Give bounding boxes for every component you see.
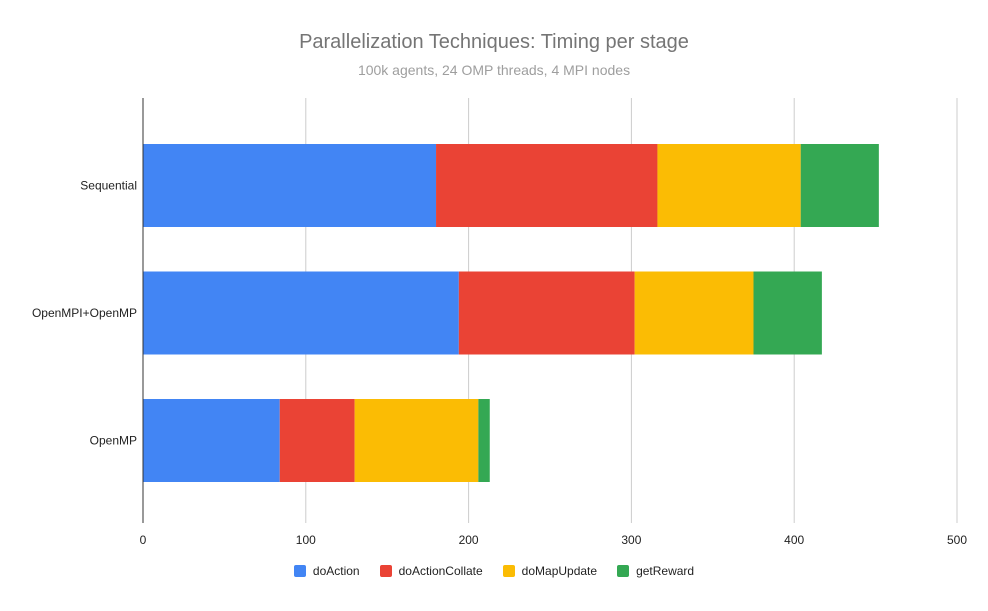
legend-item-doAction: doAction	[293, 564, 360, 578]
bar-segment-doAction	[143, 144, 437, 227]
legend-label: doMapUpdate	[521, 564, 598, 578]
bar-segment-doMapUpdate	[354, 399, 479, 482]
legend-item-doActionCollate: doActionCollate	[379, 564, 483, 578]
bars	[143, 144, 879, 482]
legend-item-getReward: getReward	[617, 564, 694, 578]
bar-segment-doAction	[143, 399, 280, 482]
bar-segment-doActionCollate	[436, 144, 658, 227]
category-label: Sequential	[80, 179, 137, 193]
chart-title: Parallelization Techniques: Timing per s…	[299, 31, 689, 53]
x-tick-label: 500	[947, 533, 967, 547]
legend-label: doAction	[312, 564, 360, 578]
x-tick-label: 300	[621, 533, 641, 547]
legend-item-doMapUpdate: doMapUpdate	[502, 564, 598, 578]
bar-segment-getReward	[478, 399, 490, 482]
legend-label: doActionCollate	[398, 564, 483, 578]
x-tick-label: 400	[784, 533, 804, 547]
x-tick-label: 200	[459, 533, 479, 547]
legend-label: getReward	[636, 564, 695, 578]
legend-swatch	[617, 565, 630, 577]
bar-segment-getReward	[753, 271, 822, 355]
bar-segment-doMapUpdate	[634, 271, 754, 355]
legend-swatch	[379, 565, 392, 577]
legend-swatch	[293, 565, 306, 577]
bar-segment-doMapUpdate	[657, 144, 801, 227]
legend: doAction doActionCollate doMapUpdate getRew…	[0, 564, 988, 578]
bar-segment-doAction	[143, 271, 459, 355]
bar-segment-doActionCollate	[279, 399, 355, 482]
bar-segment-getReward	[800, 144, 879, 227]
x-tick-label: 0	[140, 533, 147, 547]
bar-segment-doActionCollate	[458, 271, 635, 355]
legend-swatch	[502, 565, 515, 577]
axes: 0 100 200 300 400 500 Sequential OpenMPI+OpenMP…	[32, 98, 967, 547]
chart-subtitle: 100k agents, 24 OMP threads, 4 MPI nodes	[357, 62, 631, 78]
category-label: OpenMPI+OpenMP	[32, 306, 137, 320]
category-label: OpenMP	[90, 434, 137, 448]
x-tick-label: 100	[296, 533, 316, 547]
